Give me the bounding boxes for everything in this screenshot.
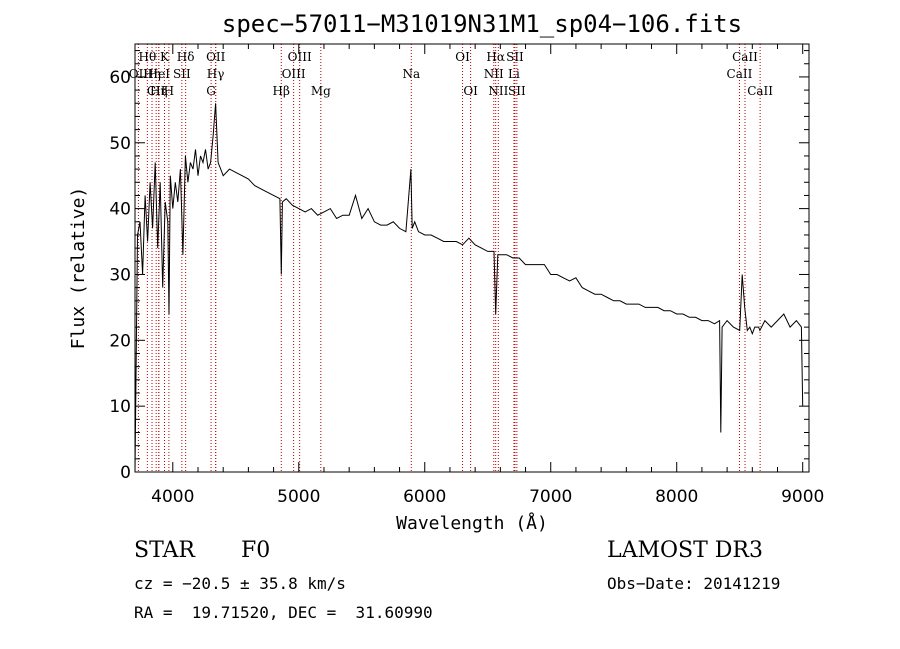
line-label-20: Hα [486,50,505,64]
line-label-5: HeI [148,67,171,81]
x-tick-label-6000: 6000 [403,487,446,507]
line-label-25: SII [508,84,526,98]
line-label-17: Na [402,67,420,81]
x-tick-label-5000: 5000 [277,487,320,507]
object-class: STAR [134,538,195,563]
line-label-23: SII [506,50,524,64]
x-axis-label: Wavelength (Å) [396,512,548,534]
line-label-3: CII [147,84,166,98]
line-label-8: H [164,84,174,98]
line-label-22: NII [488,84,508,98]
x-tick-label-8000: 8000 [655,487,698,507]
ra-dec-text: RA = 19.71520, DEC = 31.60990 [134,603,433,622]
line-label-24: Li [508,67,520,81]
y-axis-ticks: 0 10 20 30 40 50 60 [109,50,809,483]
y-tick-label-40: 40 [109,200,131,220]
y-axis-label: Flux (relative) [68,187,89,350]
line-label-6: Hη [150,84,168,98]
y-tick-label-60: 60 [109,68,131,88]
line-label-0: Hθ [138,50,156,64]
y-tick-label-0: 0 [120,463,131,483]
spectral-line-markers [137,44,761,472]
line-label-10: G [206,84,216,98]
line-label-7: SII [173,67,191,81]
line-label-26: CaII [732,50,758,64]
line-label-15: OIII [282,67,306,81]
plot-frame [134,43,810,473]
line-label-2: Hη [143,67,161,81]
line-label-27: CaII [727,67,753,81]
object-subclass: F0 [241,538,271,563]
obs-date-text: Obs−Date: 20141219 [607,574,781,593]
chart-title: spec−57011−M31019N31M1_sp04−106.fits [222,10,742,38]
x-tick-label-4000: 4000 [151,487,194,507]
redshift-text: cz = −20.5 ± 35.8 km/s [134,574,346,593]
line-label-28: CaII [747,84,773,98]
y-tick-label-10: 10 [109,397,131,417]
line-label-9: Hδ [177,50,195,64]
line-label-18: OI [455,50,470,64]
y-tick-label-50: 50 [109,134,131,154]
y-tick-label-20: 20 [109,331,131,351]
line-label-16: Mg [311,84,331,98]
line-label-21: NII [484,67,504,81]
x-tick-label-9000: 9000 [781,487,824,507]
x-tick-label-7000: 7000 [529,487,572,507]
line-label-13: Hβ [273,84,290,98]
survey-name: LAMOST DR3 [607,538,763,563]
x-axis-ticks: 4000 5000 6000 7000 8000 9000 [151,44,824,507]
flux-series-line [134,103,804,473]
line-label-1: OII [129,67,149,81]
line-label-4: K [160,50,170,64]
line-label-14: OIII [288,50,312,64]
y-tick-label-30: 30 [109,265,131,285]
line-label-12: Hγ [207,67,225,81]
line-label-19: OI [463,84,478,98]
spectral-line-labels: HθOIIHηCIIKHeIHηSIIHHδGOIIHγHβOIIIOIIIMg… [129,50,774,98]
line-label-11: OII [206,50,226,64]
